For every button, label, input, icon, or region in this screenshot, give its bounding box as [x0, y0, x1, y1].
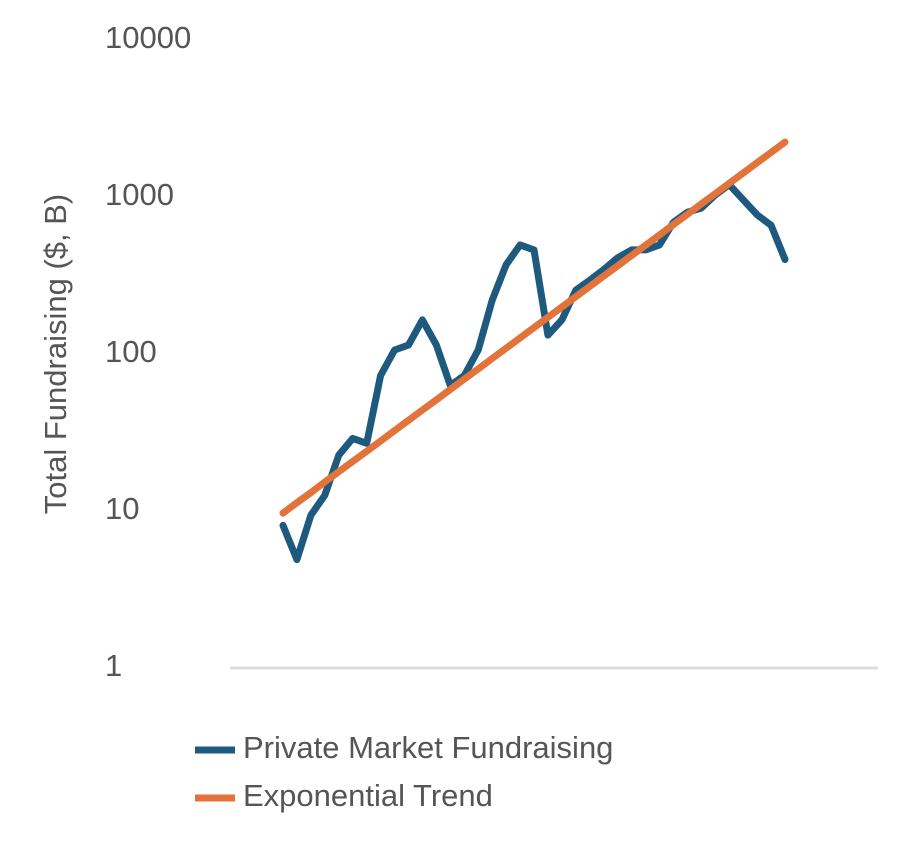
y-tick-label: 1 [105, 648, 122, 683]
legend-label: Exponential Trend [243, 778, 493, 813]
y-tick-label: 100 [105, 334, 157, 369]
y-tick-label: 10000 [105, 20, 191, 55]
y-tick-label: 10 [105, 491, 139, 526]
legend-label: Private Market Fundraising [243, 730, 613, 765]
series-line [279, 138, 789, 517]
y-tick-label: 1000 [105, 177, 174, 212]
y-axis-label: Total Fundraising ($, B) [38, 194, 73, 514]
